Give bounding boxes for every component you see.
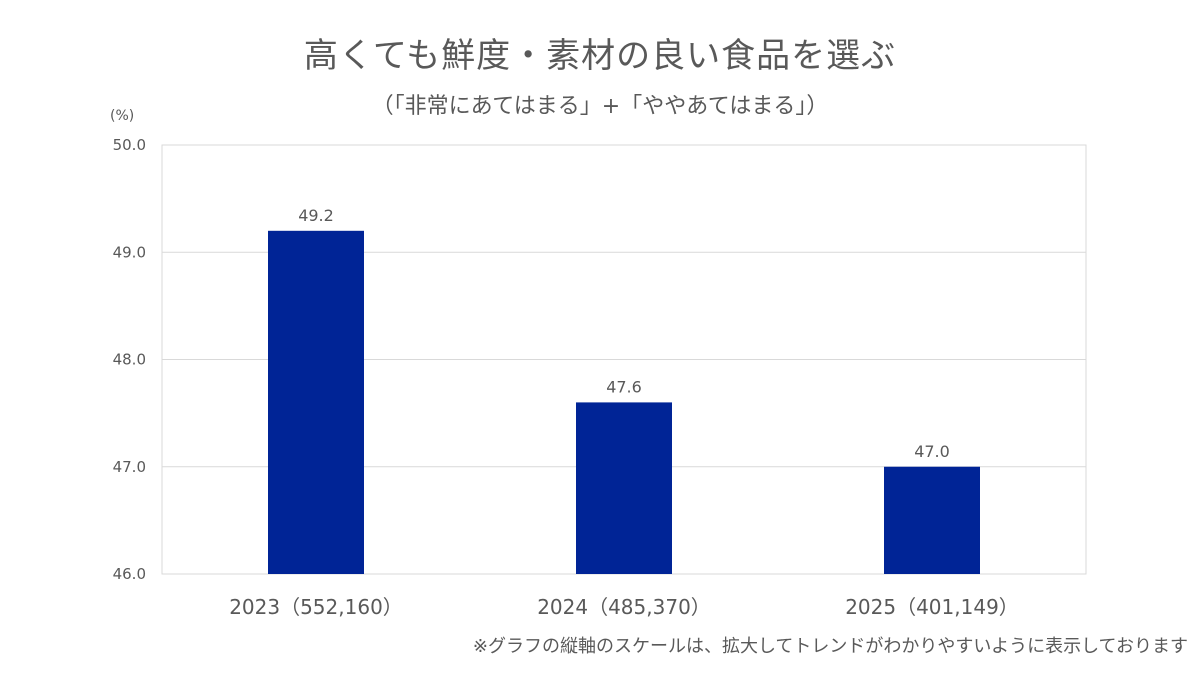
chart-subtitle: （「非常にあてはまる」+「ややあてはまる」） [371, 94, 829, 119]
data-label: 47.6 [606, 377, 642, 396]
bar [884, 466, 980, 574]
y-tick-label: 46.0 [113, 565, 146, 583]
bar [268, 230, 364, 575]
y-tick-label: 49.0 [113, 243, 146, 261]
y-tick-label: 47.0 [113, 458, 146, 476]
x-axis-ticks: 2023（552,160） 2024（485,370） 2025（401,149） [229, 595, 1019, 619]
bars [268, 230, 980, 575]
data-label: 49.2 [298, 206, 334, 225]
x-tick-label: 2024（485,370） [537, 595, 711, 619]
chart-title: 高くても鮮度・素材の良い食品を選ぶ [303, 36, 897, 76]
x-tick-label: 2023（552,160） [229, 595, 403, 619]
y-tick-label: 50.0 [113, 136, 146, 154]
y-axis-unit-label: (%) [110, 108, 135, 124]
y-tick-label: 48.0 [113, 351, 146, 369]
bar [576, 402, 672, 574]
x-tick-label: 2025（401,149） [845, 595, 1019, 619]
y-axis-ticks: 46.0 47.0 48.0 49.0 50.0 [113, 136, 146, 583]
data-label: 47.0 [914, 442, 950, 461]
scale-note: ※グラフの縦軸のスケールは、拡大してトレンドがわかりやすいように表示しております [472, 636, 1188, 657]
data-labels: 49.2 47.6 47.0 [298, 206, 950, 461]
